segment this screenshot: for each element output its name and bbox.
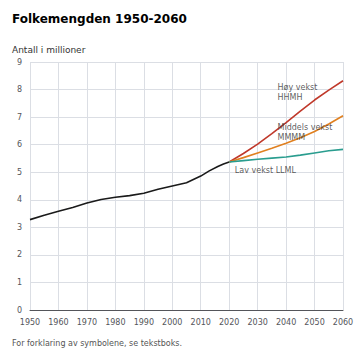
svg-text:Høy vekst: Høy vekst — [278, 83, 318, 92]
svg-text:1980: 1980 — [105, 318, 125, 327]
svg-text:Antall i millioner: Antall i millioner — [12, 45, 86, 55]
svg-text:2: 2 — [17, 250, 22, 259]
svg-text:For forklaring av symbolene, s: For forklaring av symbolene, se tekstbok… — [12, 339, 182, 348]
svg-text:2000: 2000 — [162, 318, 182, 327]
svg-text:2020: 2020 — [219, 318, 239, 327]
svg-text:5: 5 — [17, 168, 22, 177]
svg-text:2040: 2040 — [276, 318, 296, 327]
svg-text:1990: 1990 — [134, 318, 154, 327]
svg-text:4: 4 — [17, 195, 22, 204]
svg-text:8: 8 — [17, 85, 22, 94]
svg-text:1950: 1950 — [20, 318, 40, 327]
svg-text:7: 7 — [17, 113, 22, 122]
svg-text:MMMM: MMMM — [278, 133, 306, 142]
svg-text:2050: 2050 — [304, 318, 324, 327]
svg-text:1960: 1960 — [48, 318, 68, 327]
svg-text:2030: 2030 — [247, 318, 267, 327]
svg-text:Folkemengden 1950-2060: Folkemengden 1950-2060 — [12, 12, 187, 26]
svg-text:2060: 2060 — [333, 318, 353, 327]
svg-text:1: 1 — [17, 278, 22, 287]
svg-text:Middels vekst: Middels vekst — [278, 123, 333, 132]
svg-text:2010: 2010 — [191, 318, 211, 327]
svg-text:9: 9 — [17, 58, 22, 67]
svg-text:6: 6 — [17, 140, 22, 149]
svg-text:0: 0 — [17, 306, 22, 315]
svg-text:3: 3 — [17, 223, 22, 232]
svg-text:1970: 1970 — [77, 318, 97, 327]
svg-text:Lav vekst LLML: Lav vekst LLML — [235, 166, 297, 175]
svg-text:HHMH: HHMH — [278, 93, 303, 102]
